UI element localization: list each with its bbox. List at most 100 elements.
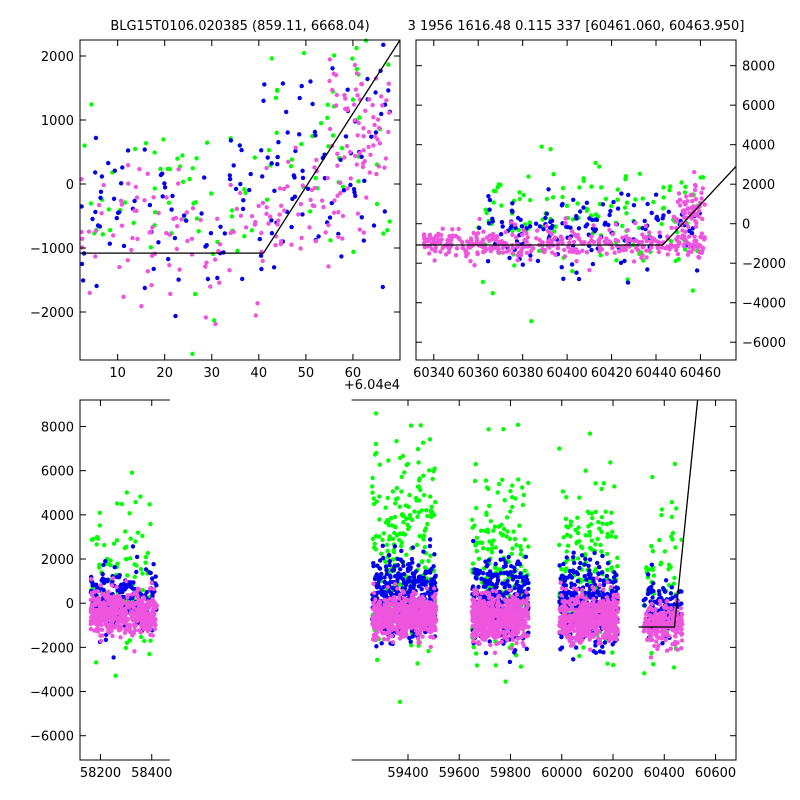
bottom-point-green	[504, 515, 510, 520]
bottom-point-magenta	[133, 617, 138, 623]
top-right-point-green	[517, 190, 522, 195]
bottom-point-magenta	[90, 592, 95, 598]
bottom-point-green	[111, 541, 117, 546]
top-right-point-magenta	[472, 263, 477, 268]
bottom-point-blue	[605, 561, 611, 566]
top-left-point-green	[190, 166, 195, 171]
bottom-point-magenta	[490, 605, 495, 610]
top-left-point-blue	[172, 235, 178, 241]
bottom-point-green	[404, 552, 409, 557]
top-right-point-green	[526, 174, 531, 179]
bottom-point-green	[373, 411, 379, 416]
bottom-point-magenta	[473, 631, 478, 637]
bottom-point-blue	[495, 577, 501, 583]
bottom-point-green	[518, 544, 523, 549]
top-left-point-magenta	[371, 143, 376, 148]
top-right-point-blue	[541, 227, 546, 232]
top-right-point-magenta	[515, 258, 520, 263]
bottom-point-magenta	[110, 622, 115, 628]
bottom-point-magenta	[371, 581, 376, 586]
bottom-point-magenta	[486, 595, 492, 600]
top-left-point-magenta	[215, 216, 220, 221]
bottom-point-blue	[105, 577, 110, 582]
top-right-point-magenta	[702, 202, 707, 207]
top-right-point-magenta	[453, 253, 459, 258]
top-left-point-blue	[285, 130, 290, 135]
top-left-point-magenta	[259, 230, 264, 236]
top-left-point-blue	[215, 275, 220, 281]
top-left-point-magenta	[340, 236, 345, 241]
top-left-point-magenta	[355, 133, 360, 138]
top-right-point-blue	[590, 261, 596, 267]
bottom-point-green	[94, 535, 100, 540]
top-right-point-green	[597, 164, 602, 169]
top-right-point-blue	[631, 203, 637, 208]
bottom-point-green	[421, 473, 426, 478]
top-right-point-blue	[654, 216, 659, 221]
bottom-point-magenta	[520, 640, 525, 646]
top-right-point-blue	[600, 202, 606, 207]
top-left-point-blue	[345, 87, 350, 92]
top-left-point-blue	[269, 161, 274, 166]
top-right-point-blue	[527, 224, 533, 229]
bottom-point-green	[590, 515, 595, 521]
bottom-point-green	[115, 561, 120, 566]
bottom-point-green	[421, 536, 426, 541]
top-left-point-magenta	[357, 151, 362, 156]
top-right-point-magenta	[563, 216, 568, 221]
top-right-point-blue	[571, 197, 576, 202]
bottom-point-magenta	[105, 625, 110, 630]
top-left-point-magenta	[379, 94, 384, 99]
bottom-point-magenta	[490, 598, 495, 603]
bottom-point-green	[603, 509, 608, 514]
top-right-point-blue	[507, 255, 512, 261]
bottom-point-green	[601, 481, 606, 486]
top-right-point-magenta	[681, 200, 687, 205]
bottom-point-green	[671, 581, 676, 586]
bottom-point-magenta	[522, 613, 527, 618]
bottom-point-green	[145, 550, 150, 556]
bottom-point-magenta	[400, 627, 405, 632]
top-left-point-green	[204, 140, 210, 145]
bottom-point-magenta	[122, 630, 128, 635]
top-right-point-green	[575, 201, 580, 206]
bottom-point-magenta	[372, 623, 378, 628]
top-left-point-magenta	[176, 181, 181, 186]
bottom-point-green	[415, 446, 421, 452]
top-right-point-magenta	[468, 259, 473, 264]
bottom-point-blue	[663, 578, 669, 583]
top-left-point-blue	[241, 198, 246, 203]
top-left-point-magenta	[253, 219, 258, 225]
top-right-point-magenta	[599, 247, 605, 252]
bottom-point-blue	[100, 571, 105, 577]
top-right-point-magenta	[696, 254, 701, 260]
bottom-point-green	[418, 487, 423, 493]
top-right-point-magenta	[471, 230, 476, 236]
bottom-point-green	[557, 542, 562, 548]
bottom-point-green	[526, 480, 531, 486]
bottom-point-blue	[386, 553, 392, 558]
bottom-point-magenta	[374, 630, 379, 635]
top-right-point-magenta	[503, 229, 508, 235]
top-right-point-blue	[574, 216, 579, 221]
top-left-point-magenta	[156, 210, 161, 216]
top-left-point-blue	[162, 185, 168, 190]
bottom-point-blue	[651, 581, 656, 586]
bottom-point-magenta	[398, 620, 403, 625]
bottom-point-magenta	[504, 622, 509, 628]
bottom-point-green	[577, 653, 582, 659]
top-left-point-blue	[276, 140, 281, 145]
top-left-point-magenta	[217, 280, 222, 285]
top-left-point-magenta	[336, 210, 341, 215]
top-left-point-magenta	[375, 117, 381, 122]
top-right-point-magenta	[433, 234, 439, 239]
bottom-point-blue	[559, 573, 564, 579]
bottom-point-blue	[419, 582, 425, 587]
bottom-point-magenta	[376, 618, 381, 623]
bottom-point-green	[586, 510, 591, 515]
bottom-point-blue	[427, 543, 433, 549]
bottom-point-green	[487, 503, 492, 509]
top-left-point-blue	[313, 133, 318, 138]
bottom-point-green	[600, 521, 605, 526]
